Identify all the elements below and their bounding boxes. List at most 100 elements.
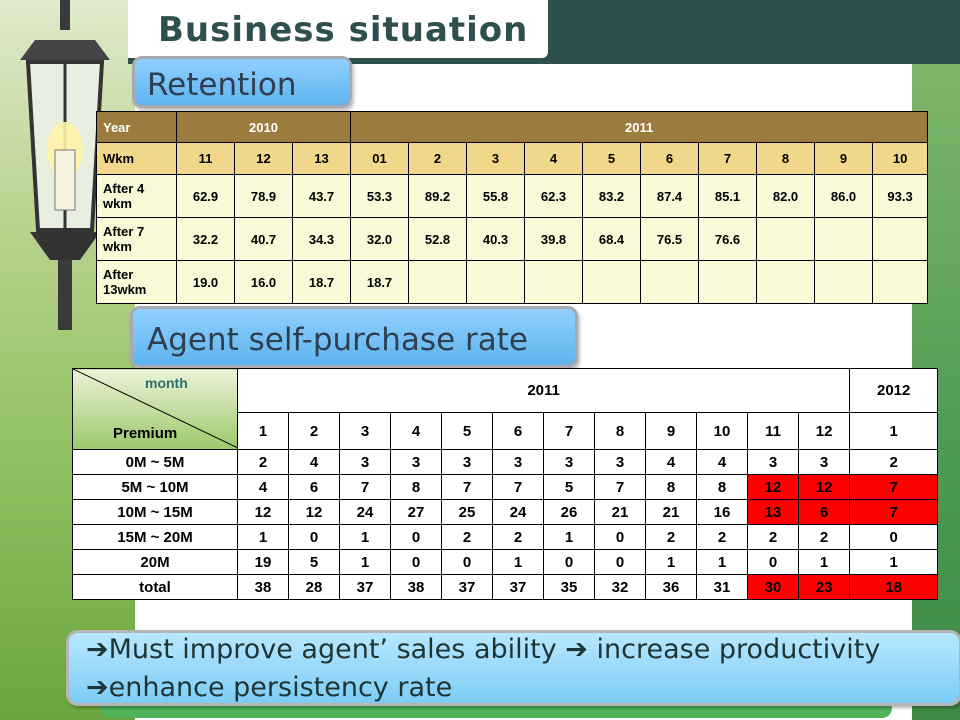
agent-value-cell: 8 [645, 474, 697, 500]
retention-value-cell: 55.8 [466, 174, 526, 218]
retention-wkm-cell: 01 [350, 142, 410, 175]
agent-value-cell: 27 [390, 499, 442, 525]
agent-section-label: Agent self-purchase rate [130, 306, 578, 368]
retention-value-cell: 43.7 [291, 174, 352, 218]
retention-row-label: After 4 wkm [96, 174, 177, 218]
retention-value-cell [872, 260, 929, 304]
retention-value-cell: 87.4 [640, 174, 700, 218]
agent-month-cell: 7 [543, 412, 595, 450]
premium-range-label: total [72, 574, 238, 600]
retention-data-row: After 7 wkm 32.2 40.7 34.3 32.0 52.8 40.3 39.8 6… [96, 217, 929, 261]
agent-value-cell: 4 [696, 449, 748, 475]
retention-value-cell: 86.0 [814, 174, 874, 218]
agent-month-cell: 9 [645, 412, 697, 450]
agent-value-cell: 25 [441, 499, 493, 525]
agent-value-cell: 0 [390, 524, 442, 550]
agent-value-cell: 28 [288, 574, 340, 600]
agent-value-cell: 0 [594, 549, 646, 575]
corner-diagonal-line [73, 369, 237, 448]
street-lamp-illustration [20, 0, 110, 330]
agent-month-cell: 11 [747, 412, 799, 450]
retention-data-row: After 13wkm 19.0 16.0 18.7 18.7 [96, 260, 929, 304]
agent-value-cell-highlighted: 6 [797, 499, 851, 525]
retention-value-cell: 32.0 [350, 217, 410, 261]
retention-value-cell [466, 260, 526, 304]
agent-value-cell-highlighted: 23 [797, 574, 851, 600]
retention-data-row: After 4 wkm 62.9 78.9 43.7 53.3 89.2 55.8 62.3 8… [96, 174, 929, 218]
agent-value-cell: 37 [339, 574, 391, 600]
retention-wkm-cell: 5 [582, 142, 642, 175]
agent-value-cell: 1 [696, 549, 748, 575]
premium-range-label: 5M ~ 10M [72, 474, 238, 500]
corner-premium-label: Premium [113, 425, 178, 442]
agent-month-cell: 4 [390, 412, 442, 450]
agent-value-cell: 26 [543, 499, 595, 525]
retention-wkm-cell: 11 [176, 142, 235, 175]
retention-value-cell: 76.5 [640, 217, 700, 261]
agent-value-cell: 31 [696, 574, 748, 600]
retention-wkm-cell: 7 [698, 142, 758, 175]
retention-value-cell [524, 260, 584, 304]
agent-value-cell: 38 [237, 574, 289, 600]
agent-value-cell: 5 [543, 474, 595, 500]
agent-value-cell: 0 [747, 549, 799, 575]
agent-value-cell: 3 [441, 449, 493, 475]
premium-range-label: 20M [72, 549, 238, 575]
note-line1-part1: Must improve agent’ sales ability [108, 634, 557, 665]
retention-wkm-cell: 6 [640, 142, 700, 175]
retention-value-cell: 18.7 [291, 260, 352, 304]
agent-value-cell: 16 [696, 499, 748, 525]
agent-value-cell: 4 [645, 449, 697, 475]
retention-body: After 4 wkm 62.9 78.9 43.7 53.3 89.2 55.8 62.3 8… [96, 174, 929, 304]
agent-value-cell: 7 [594, 474, 646, 500]
retention-year-2011: 2011 [350, 111, 929, 143]
retention-value-cell: 16.0 [234, 260, 293, 304]
agent-value-cell: 1 [797, 549, 851, 575]
arrow-right-icon: ➔ [86, 672, 109, 703]
agent-value-cell: 0 [288, 524, 340, 550]
agent-value-cell: 1 [339, 524, 391, 550]
title-backdrop [128, 0, 548, 58]
agent-value-cell: 1 [492, 549, 544, 575]
agent-value-cell: 21 [645, 499, 697, 525]
agent-year-2012: 2012 [849, 368, 939, 413]
retention-value-cell [814, 260, 874, 304]
retention-value-cell: 39.8 [524, 217, 584, 261]
agent-value-cell: 1 [237, 524, 289, 550]
agent-value-cell-highlighted: 7 [849, 499, 939, 525]
agent-value-cell: 2 [237, 449, 289, 475]
retention-wkm-cell: 3 [466, 142, 526, 175]
retention-value-cell [756, 217, 816, 261]
agent-value-cell: 1 [645, 549, 697, 575]
arrow-right-icon: ➔ [565, 634, 588, 665]
retention-value-cell [698, 260, 758, 304]
retention-year-label: Year [96, 111, 177, 143]
agent-value-cell: 4 [288, 449, 340, 475]
agent-value-cell-highlighted: 12 [797, 474, 851, 500]
agent-value-cell: 3 [492, 449, 544, 475]
agent-value-cell: 37 [441, 574, 493, 600]
agent-year-row: month Premium 2011 2012 [72, 368, 939, 450]
corner-month-label: month [145, 375, 188, 391]
retention-value-cell: 93.3 [872, 174, 929, 218]
agent-value-cell: 8 [390, 474, 442, 500]
agent-value-cell: 21 [594, 499, 646, 525]
retention-value-cell [756, 260, 816, 304]
agent-value-cell: 3 [390, 449, 442, 475]
retention-value-cell: 18.7 [350, 260, 410, 304]
retention-wkm-cell: 8 [756, 142, 816, 175]
retention-year-2010: 2010 [175, 111, 352, 143]
retention-year-row: Year 2010 2011 [96, 111, 929, 143]
agent-value-cell: 7 [339, 474, 391, 500]
agent-value-cell: 0 [441, 549, 493, 575]
agent-value-cell: 8 [696, 474, 748, 500]
agent-value-cell: 12 [237, 499, 289, 525]
agent-value-cell: 19 [237, 549, 289, 575]
retention-wkm-cell: 2 [408, 142, 468, 175]
agent-value-cell: 2 [441, 524, 493, 550]
premium-range-label: 0M ~ 5M [72, 449, 238, 475]
agent-value-cell: 38 [390, 574, 442, 600]
agent-value-cell: 12 [288, 499, 340, 525]
agent-value-cell: 2 [645, 524, 697, 550]
table-corner-header: month Premium [72, 368, 238, 450]
